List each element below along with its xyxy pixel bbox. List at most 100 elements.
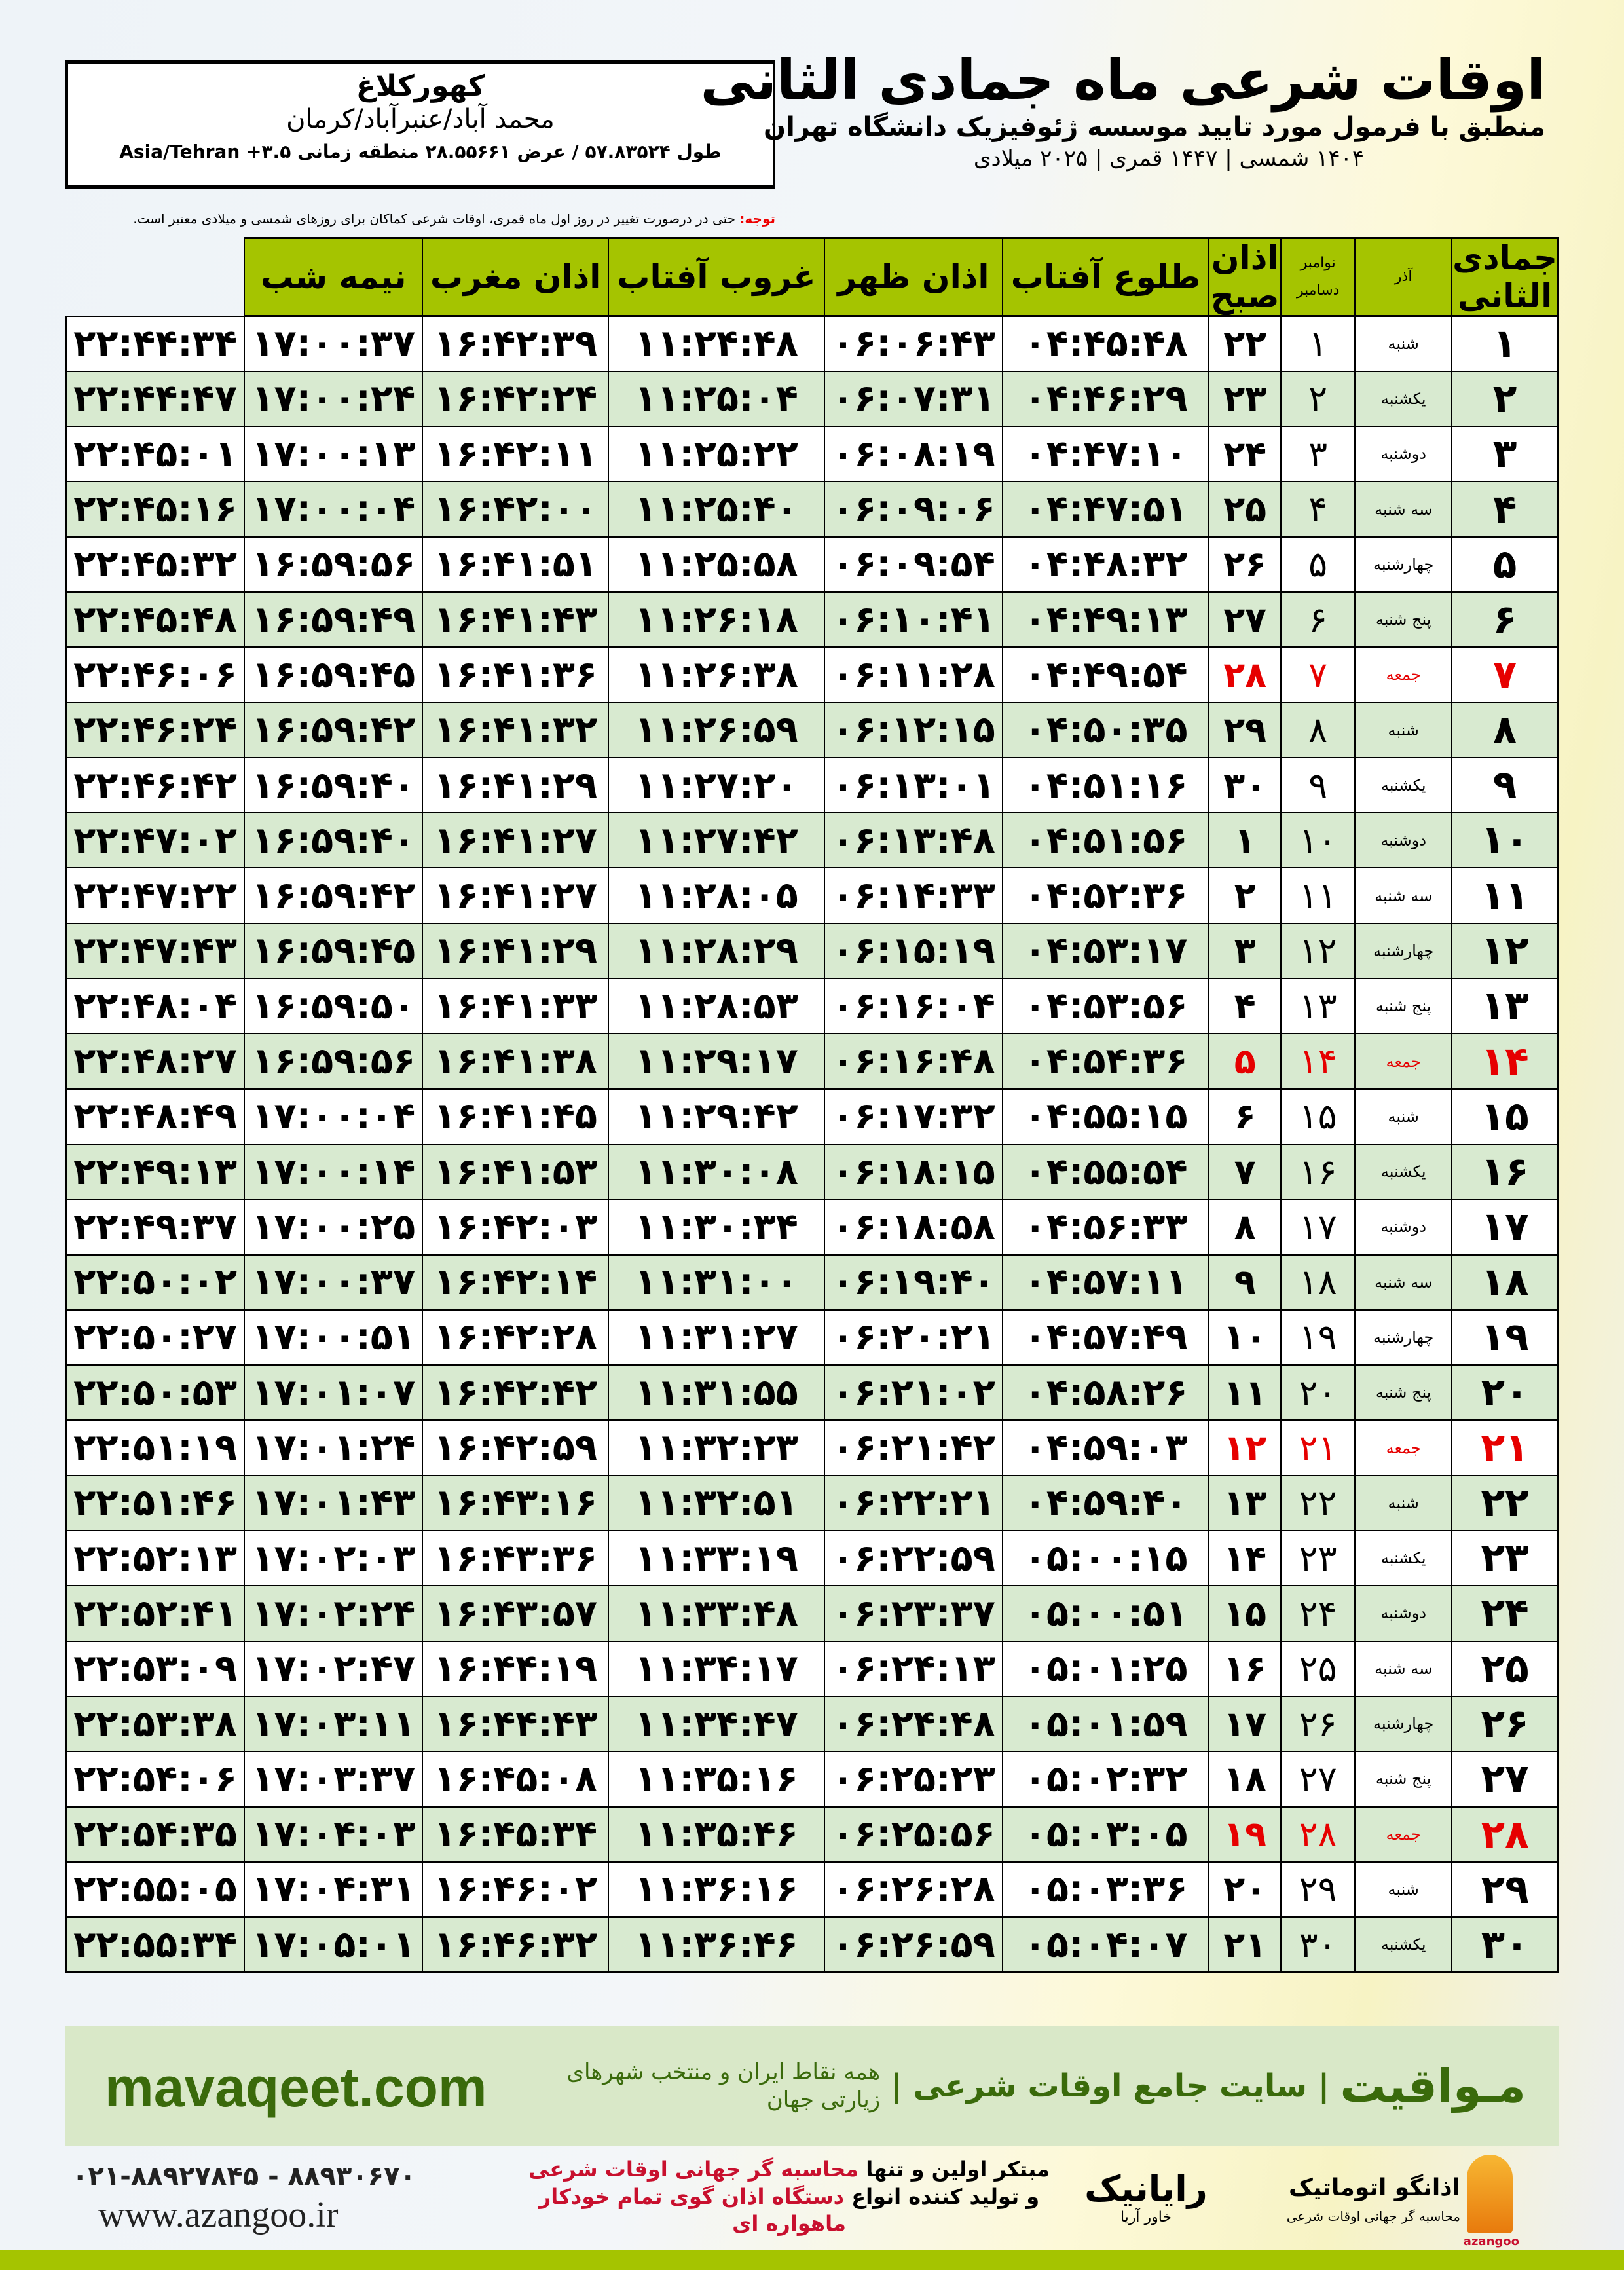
dhuhr-cell: ۱۱:۲۶:۵۹ <box>607 701 825 758</box>
region-name: محمد آباد/عنبرآباد/کرمان <box>286 104 555 134</box>
azar-day-cell: ۱۶ <box>1280 1143 1356 1200</box>
weekday-cell: یکشنبه <box>1354 1143 1453 1200</box>
sunrise-cell: ۰۶:۱۳:۴۸ <box>823 812 1003 869</box>
weekday-cell: جمعه <box>1354 1419 1453 1476</box>
col-dhuhr: اذان ظهر <box>823 237 1003 317</box>
azangoo-url[interactable]: www.azangoo.ir <box>98 2195 339 2235</box>
col-azar: آذر <box>1354 237 1453 317</box>
gregorian-day-cell: ۲۹ <box>1208 701 1282 758</box>
dhuhr-cell: ۱۱:۲۸:۲۹ <box>607 922 825 980</box>
maghrib-cell: ۱۶:۵۹:۴۹ <box>244 591 424 648</box>
day-number-cell: ۱۷ <box>1451 1199 1559 1256</box>
azar-day-cell: ۲۴ <box>1280 1585 1356 1642</box>
day-number-cell: ۴ <box>1451 481 1559 538</box>
gregorian-day-cell: ۱۷ <box>1208 1695 1282 1753</box>
maghrib-cell: ۱۷:۰۰:۱۳ <box>244 426 424 483</box>
midnight-cell: ۲۲:۴۵:۱۶ <box>65 481 246 538</box>
sunrise-cell: ۰۶:۱۲:۱۵ <box>823 701 1003 758</box>
fajr-cell: ۰۵:۰۱:۲۵ <box>1001 1640 1210 1697</box>
weekday-cell: شنبه <box>1354 1088 1453 1145</box>
azar-day-cell: ۲۲ <box>1280 1474 1356 1532</box>
midnight-cell: ۲۲:۴۷:۰۲ <box>65 812 246 869</box>
sunset-cell: ۱۶:۴۱:۴۵ <box>422 1088 609 1145</box>
fajr-cell: ۰۵:۰۳:۳۶ <box>1001 1861 1210 1918</box>
table-row: ۲۶ چهارشنبه ۲۶ ۱۷ ۰۵:۰۱:۵۹ ۰۶:۲۴:۴۸ ۱۱:۳۴:۴۷ ۱۶… <box>65 1695 1559 1753</box>
mavaqeet-banner[interactable]: mavaqeet.com مـواقیت | سایت جامع اوقات ش… <box>65 2026 1559 2146</box>
gregorian-day-cell: ۷ <box>1208 1143 1282 1200</box>
page-title: اوقات شرعی ماه جمادی الثانی <box>700 48 1545 112</box>
maghrib-cell: ۱۶:۵۹:۵۶ <box>244 1033 424 1090</box>
azar-day-cell: ۱۹ <box>1280 1309 1356 1366</box>
note-label: توجه: <box>739 211 775 227</box>
weekday-cell: چهارشنبه <box>1354 1695 1453 1753</box>
fajr-cell: ۰۴:۴۹:۵۴ <box>1001 646 1210 703</box>
maghrib-cell: ۱۶:۵۹:۵۶ <box>244 536 424 593</box>
logo2-en: azangoo <box>1463 2235 1519 2248</box>
gregorian-day-cell: ۲۸ <box>1208 646 1282 703</box>
table-row: ۲۷ پنج شنبه ۲۷ ۱۸ ۰۵:۰۲:۳۲ ۰۶:۲۵:۲۳ ۱۱:۳۵:۱۶ ۱۶… <box>65 1751 1559 1808</box>
midnight-cell: ۲۲:۴۵:۳۲ <box>65 536 246 593</box>
sunrise-cell: ۰۶:۲۴:۱۳ <box>823 1640 1003 1697</box>
sunrise-cell: ۰۶:۰۷:۳۱ <box>823 370 1003 428</box>
gregorian-day-cell: ۱۵ <box>1208 1585 1282 1642</box>
fajr-cell: ۰۵:۰۱:۵۹ <box>1001 1695 1210 1753</box>
table-row: ۲۲ شنبه ۲۲ ۱۳ ۰۴:۵۹:۴۰ ۰۶:۲۲:۲۱ ۱۱:۳۲:۵۱ ۱۶:۴۳:… <box>65 1474 1559 1532</box>
sunset-cell: ۱۶:۴۵:۰۸ <box>422 1751 609 1808</box>
site-url[interactable]: mavaqeet.com <box>105 2056 487 2118</box>
gregorian-day-cell: ۱ <box>1208 812 1282 869</box>
fajr-cell: ۰۴:۴۷:۱۰ <box>1001 426 1210 483</box>
azar-day-cell: ۱۳ <box>1280 978 1356 1035</box>
azar-day-cell: ۲۳ <box>1280 1530 1356 1587</box>
sunrise-cell: ۰۶:۱۳:۰۱ <box>823 756 1003 814</box>
gregorian-day-cell: ۴ <box>1208 978 1282 1035</box>
day-number-cell: ۱۸ <box>1451 1254 1559 1311</box>
midnight-cell: ۲۲:۴۴:۴۷ <box>65 370 246 428</box>
azar-day-cell: ۴ <box>1280 481 1356 538</box>
table-row: ۲۰ پنج شنبه ۲۰ ۱۱ ۰۴:۵۸:۲۶ ۰۶:۲۱:۰۲ ۱۱:۳۱:۵۵ ۱۶… <box>65 1364 1559 1421</box>
sunset-cell: ۱۶:۴۵:۳۴ <box>422 1806 609 1863</box>
table-header: جمادی الثانی آذر نوامبر دسامبر اذان صبح ط… <box>66 237 1559 317</box>
maghrib-cell: ۱۷:۰۰:۵۱ <box>244 1309 424 1366</box>
weekday-cell: پنج شنبه <box>1354 978 1453 1035</box>
maghrib-cell: ۱۷:۰۲:۰۳ <box>244 1530 424 1587</box>
gregorian-day-cell: ۱۴ <box>1208 1530 1282 1587</box>
maghrib-cell: ۱۷:۰۰:۲۴ <box>244 370 424 428</box>
location-box: کهورکلاغ محمد آباد/عنبرآباد/کرمان طول ۵۷… <box>65 60 775 189</box>
weekday-cell: یکشنبه <box>1354 370 1453 428</box>
gregorian-day-cell: ۲۵ <box>1208 481 1282 538</box>
table-row: ۳۰ یکشنبه ۳۰ ۲۱ ۰۵:۰۴:۰۷ ۰۶:۲۶:۵۹ ۱۱:۳۶:۴۶ ۱۶:۴… <box>65 1916 1559 1973</box>
azar-day-cell: ۸ <box>1280 701 1356 758</box>
weekday-cell: یکشنبه <box>1354 1530 1453 1587</box>
dhuhr-cell: ۱۱:۲۵:۰۴ <box>607 370 825 428</box>
sunrise-cell: ۰۶:۲۶:۲۸ <box>823 1861 1003 1918</box>
weekday-cell: شنبه <box>1354 701 1453 758</box>
sunrise-cell: ۰۶:۱۵:۱۹ <box>823 922 1003 980</box>
sunrise-cell: ۰۶:۲۴:۴۸ <box>823 1695 1003 1753</box>
maghrib-cell: ۱۶:۵۹:۴۵ <box>244 646 424 703</box>
day-number-cell: ۳۰ <box>1451 1916 1559 1973</box>
midnight-cell: ۲۲:۴۶:۴۲ <box>65 756 246 814</box>
col-sunset: غروب آفتاب <box>607 237 825 317</box>
midnight-cell: ۲۲:۴۴:۳۴ <box>65 315 246 372</box>
dhuhr-cell: ۱۱:۲۵:۵۸ <box>607 536 825 593</box>
day-number-cell: ۲۴ <box>1451 1585 1559 1642</box>
maghrib-cell: ۱۷:۰۴:۳۱ <box>244 1861 424 1918</box>
fajr-cell: ۰۵:۰۰:۵۱ <box>1001 1585 1210 1642</box>
day-number-cell: ۲ <box>1451 370 1559 428</box>
sunset-cell: ۱۶:۴۲:۲۴ <box>422 370 609 428</box>
bottom-bar <box>0 2250 1624 2270</box>
midnight-cell: ۲۲:۵۱:۴۶ <box>65 1474 246 1532</box>
col-midnight: نیمه شب <box>244 237 424 317</box>
maghrib-cell: ۱۷:۰۰:۳۷ <box>244 315 424 372</box>
weekday-cell: دوشنبه <box>1354 426 1453 483</box>
sunset-cell: ۱۶:۴۲:۰۳ <box>422 1199 609 1256</box>
midnight-cell: ۲۲:۴۵:۰۱ <box>65 426 246 483</box>
sunset-cell: ۱۶:۴۱:۴۳ <box>422 591 609 648</box>
dhuhr-cell: ۱۱:۲۹:۴۲ <box>607 1088 825 1145</box>
table-row: ۱۸ سه شنبه ۱۸ ۹ ۰۴:۵۷:۱۱ ۰۶:۱۹:۴۰ ۱۱:۳۱:۰۰ ۱۶:۴… <box>65 1254 1559 1311</box>
midnight-cell: ۲۲:۵۴:۳۵ <box>65 1806 246 1863</box>
azar-day-cell: ۱۲ <box>1280 922 1356 980</box>
day-number-cell: ۱۵ <box>1451 1088 1559 1145</box>
midnight-cell: ۲۲:۴۷:۲۲ <box>65 867 246 924</box>
sunrise-cell: ۰۶:۲۰:۲۱ <box>823 1309 1003 1366</box>
